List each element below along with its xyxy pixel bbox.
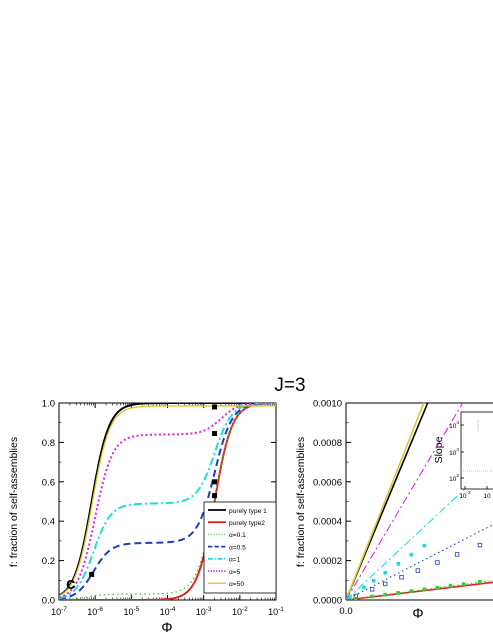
inset-y-label: Slope — [433, 436, 445, 463]
legend-label: α=5 — [229, 569, 241, 576]
right-marker-2 — [354, 596, 358, 600]
left-series-line-5 — [59, 403, 276, 599]
left-y-tick-label: 0.6 — [42, 477, 55, 488]
left-marker — [212, 404, 218, 410]
left-marker — [212, 479, 218, 485]
left-x-tick-label: 10-3 — [196, 606, 212, 617]
left-x-tick-label: 10-5 — [123, 606, 139, 617]
left-x-tick-label: 10-1 — [268, 606, 284, 617]
left-x-tick-label: 10-2 — [232, 606, 248, 617]
right-y-tick-label: 0.0006 — [313, 477, 342, 488]
right-y-axis-label: f: fraction of self-assemblies — [295, 437, 307, 567]
left-y-tick-label: 0.4 — [42, 517, 55, 528]
right-marker-0 — [371, 578, 376, 583]
right-x-tick-label: 0.0 — [339, 606, 352, 617]
right-marker-1 — [454, 552, 460, 557]
right-x-axis-label: Φ — [412, 605, 423, 621]
right-y-tick-label: 0.0000 — [313, 596, 342, 607]
left-x-tick-label: 10-4 — [160, 606, 176, 617]
left-marker — [212, 431, 218, 437]
right-marker-0 — [396, 561, 401, 566]
right-marker-2 — [461, 582, 466, 586]
right-marker-2 — [370, 594, 374, 599]
inset-x-axis: 10-2 10 — [459, 486, 491, 500]
inset-x-tick-label: 10 — [483, 493, 491, 500]
right-marker-2 — [422, 587, 427, 592]
right-y-tick-label: 0.0010 — [313, 399, 342, 410]
right-marker-2 — [396, 591, 401, 595]
right-y-axis: 0.0000 0.0002 0.0004 0.0006 0.0008 0.0010 — [313, 399, 351, 607]
left-x-tick-label: 10-7 — [51, 606, 67, 617]
right-marker-1 — [369, 587, 375, 592]
right-marker-0 — [409, 552, 414, 557]
figure-title: J=3 — [274, 375, 305, 396]
left-legend: purely type 1 purely type2 α=0.1 α=0.5 α=1 α=… — [203, 501, 277, 594]
left-y-tick-label: 0.2 — [42, 556, 55, 567]
inset-frame — [460, 411, 493, 490]
inset-y-tick-label: 102 — [449, 473, 459, 483]
right-marker-0 — [362, 585, 366, 590]
left-y-tick-label: 1.0 — [42, 399, 55, 410]
legend-box — [203, 501, 277, 594]
legend-label: α=0.1 — [229, 532, 246, 539]
left-x-axis-label: Φ — [161, 619, 172, 635]
legend-label: α=1 — [229, 557, 241, 564]
left-y-tick-label: 0.0 — [42, 596, 55, 607]
right-marker-0 — [383, 571, 387, 575]
right-marker-0 — [348, 595, 352, 600]
left-y-axis-label: f: fraction of self-assemblies — [8, 437, 20, 567]
right-series-line-0 — [346, 403, 429, 600]
right-y-tick-label: 0.0002 — [313, 556, 342, 567]
left-series-line-2 — [59, 403, 276, 600]
left-chart: 10-7 10-6 10-5 10-4 10-3 10-2 10-1 0.0 0.2 0.4 0.… — [8, 399, 284, 636]
legend-label: α=50 — [229, 581, 244, 588]
right-marker-2 — [435, 585, 440, 590]
right-marker-2 — [448, 584, 453, 588]
left-y-tick-label: 0.8 — [42, 438, 55, 449]
right-marker-0 — [422, 543, 427, 548]
inset-x-tick-label: 10-2 — [459, 490, 471, 500]
left-series-line-4 — [59, 403, 276, 600]
left-series-line-0 — [59, 403, 276, 597]
right-y-tick-label: 0.0004 — [313, 517, 342, 528]
right-markers-group — [348, 542, 483, 600]
right-marker-1 — [435, 560, 440, 565]
right-chart: 0.0000 0.0002 0.0004 0.0006 0.0008 0.0010 0.0… — [295, 399, 493, 621]
left-series-line-3 — [59, 403, 276, 600]
right-marker-2 — [409, 589, 414, 593]
right-marker-1 — [477, 542, 483, 548]
right-marker-1 — [382, 581, 388, 587]
left-panel-label: c — [66, 574, 75, 593]
left-series-group — [59, 403, 276, 600]
left-series-line-1 — [59, 403, 276, 600]
right-marker-1 — [399, 575, 404, 580]
right-series-line-1 — [346, 403, 425, 600]
left-x-tick-label: 10-6 — [87, 606, 103, 617]
left-marker — [212, 493, 218, 499]
right-marker-2 — [478, 580, 482, 584]
slope-inset: Slope 104 103 102 10-2 10 — [433, 411, 493, 500]
legend-label: purely type2 — [229, 520, 265, 527]
inset-y-axis: 104 103 102 — [449, 420, 464, 483]
left-marker — [89, 571, 95, 577]
right-marker-1 — [415, 568, 421, 573]
right-marker-2 — [383, 592, 387, 597]
inset-y-tick-label: 104 — [449, 420, 459, 430]
right-y-tick-label: 0.0008 — [313, 438, 342, 449]
left-series-line-6 — [59, 405, 276, 597]
legend-label: α=0.5 — [229, 544, 246, 551]
right-series-line-5 — [346, 581, 493, 600]
right-series-line-2 — [346, 403, 464, 600]
inset-y-tick-label: 103 — [449, 447, 459, 457]
legend-label: purely type 1 — [229, 508, 267, 515]
